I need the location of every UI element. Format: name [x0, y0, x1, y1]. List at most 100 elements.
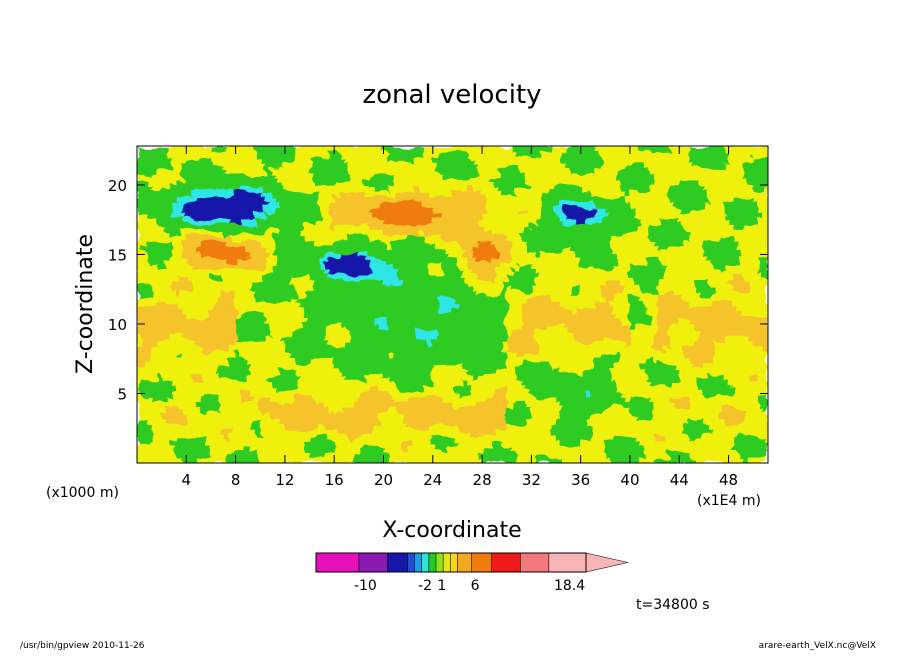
field-cell [467, 335, 473, 342]
field-cell [284, 301, 291, 308]
field-cell [748, 346, 754, 353]
field-cell [457, 374, 463, 381]
field-cell [265, 340, 271, 347]
field-cell [437, 312, 444, 319]
field-cell [270, 390, 276, 397]
field-cell [733, 257, 740, 264]
field-cell [511, 285, 518, 292]
field-cell [141, 362, 148, 370]
field-cell [250, 457, 256, 463]
field-cell [196, 257, 202, 264]
field-cell [210, 262, 217, 269]
field-cell [245, 351, 251, 358]
field-cell [743, 257, 749, 264]
field-cell [708, 340, 715, 347]
field-cell [201, 329, 207, 336]
field-cell [408, 396, 414, 403]
field-cell [694, 362, 700, 370]
field-cell [156, 435, 163, 442]
field-cell [230, 446, 237, 453]
field-cell [413, 346, 419, 353]
field-cell [235, 379, 242, 386]
field-cell [698, 379, 705, 386]
field-cell [284, 318, 291, 325]
field-cell [314, 296, 320, 303]
field-cell [649, 351, 656, 358]
field-cell [388, 451, 394, 459]
field-cell [447, 424, 454, 431]
field-cell [442, 407, 449, 414]
field-cell [639, 268, 646, 275]
field-cell [250, 251, 256, 258]
field-cell [398, 262, 404, 269]
field-cell [738, 374, 744, 381]
field-cell [250, 379, 256, 386]
field-cell [447, 246, 454, 253]
field-cell [368, 418, 375, 425]
field-cell [339, 346, 345, 353]
field-cell [348, 285, 355, 292]
field-cell [270, 335, 276, 342]
field-cell [319, 435, 325, 442]
field-cell [176, 285, 182, 292]
field-cell [275, 418, 281, 425]
field-cell [629, 435, 636, 442]
field-cell [398, 335, 404, 342]
field-cell [531, 451, 537, 459]
field-cell [388, 407, 394, 414]
field-cell [368, 351, 375, 358]
field-cell [600, 429, 606, 436]
field-cell [496, 457, 503, 463]
field-cell [649, 262, 656, 269]
field-cell [363, 340, 370, 347]
field-cell [763, 296, 768, 303]
field-cell [501, 412, 508, 420]
field-cell [570, 340, 577, 347]
field-cell [703, 296, 710, 303]
field-cell [191, 424, 197, 431]
field-cell [225, 312, 232, 319]
field-cell [403, 440, 409, 447]
field-cell [447, 374, 454, 381]
field-cell [674, 418, 680, 425]
field-cell [738, 446, 744, 453]
field-cell [718, 318, 725, 325]
field-cell [176, 457, 182, 463]
field-cell [718, 301, 725, 308]
field-cell [718, 296, 725, 303]
field-cell [210, 407, 217, 414]
field-cell [432, 296, 439, 303]
field-cell [206, 323, 212, 331]
field-cell [348, 385, 355, 392]
field-cell [664, 362, 671, 370]
field-cell [255, 279, 261, 286]
field-cell [422, 390, 429, 397]
field-cell [570, 346, 577, 353]
field-cell [220, 318, 227, 325]
field-cell [181, 273, 187, 281]
field-cell [191, 290, 197, 297]
field-cell [442, 351, 449, 358]
field-cell [625, 451, 631, 459]
field-cell [605, 396, 611, 403]
field-cell [146, 379, 153, 386]
field-cell [334, 329, 340, 336]
field-cell [570, 357, 577, 364]
field-cell [432, 268, 439, 275]
field-cell [452, 279, 459, 286]
field-cell [398, 368, 404, 375]
field-cell [575, 262, 582, 269]
field-cell [284, 368, 291, 375]
field-cell [728, 262, 735, 269]
field-cell [694, 273, 700, 281]
field-cell [210, 329, 217, 336]
field-cell [235, 390, 242, 397]
field-cell [304, 329, 311, 336]
field-cell [373, 301, 380, 308]
field-cell [388, 251, 394, 258]
field-cell [289, 457, 296, 463]
field-cell [684, 307, 690, 314]
field-cell [743, 329, 749, 336]
field-cell [615, 340, 621, 347]
field-cell [319, 385, 325, 392]
